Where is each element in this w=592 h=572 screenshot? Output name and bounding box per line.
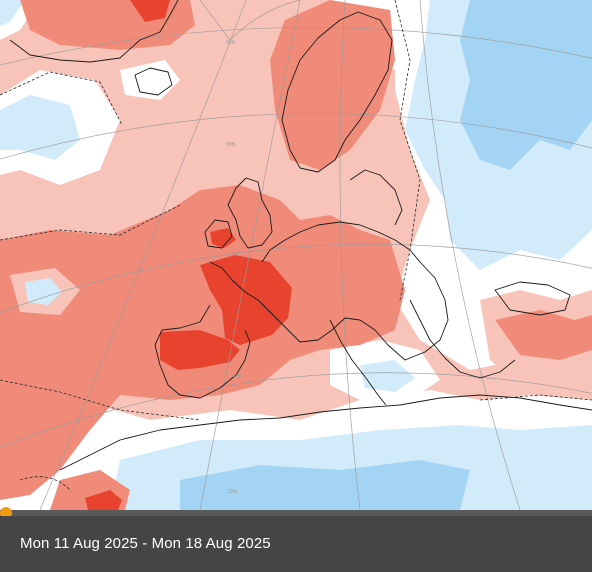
- temperature-anomaly-map: 60N 50N 40N 30N 20N: [0, 0, 592, 510]
- svg-text:30N: 30N: [232, 373, 242, 379]
- anomaly-contours: [0, 0, 592, 491]
- coastline-continent: [209, 221, 449, 361]
- anomaly-france-much-warmer: [200, 255, 292, 345]
- anomaly-greenland-coast-slightly-cooler: [0, 0, 25, 26]
- anomaly-east-cooler: [460, 0, 592, 170]
- date-range-bar: Mon 11 Aug 2025 - Mon 18 Aug 2025: [0, 516, 592, 572]
- map-graticule: [0, 0, 592, 510]
- coastline-baltic: [349, 169, 403, 226]
- coastline-ireland: [204, 219, 233, 249]
- anomaly-scandinavia-warmer: [270, 0, 395, 170]
- svg-text:60N: 60N: [226, 40, 236, 46]
- date-range-label: Mon 11 Aug 2025 - Mon 18 Aug 2025: [20, 535, 271, 552]
- coastline-greenland: [9, 0, 179, 63]
- svg-text:50N: 50N: [226, 142, 236, 148]
- svg-text:20N: 20N: [228, 489, 238, 495]
- anomaly-iberia-much-warmer: [160, 330, 240, 370]
- coastline-iceland: [134, 67, 173, 96]
- anomaly-ireland-much-warmer: [210, 228, 236, 248]
- anomaly-greenland-much-warmer: [130, 0, 170, 22]
- anomaly-eastern-med-warmer: [495, 310, 592, 360]
- coastline-balkans: [409, 299, 516, 379]
- graticule-labels: 60N 50N 40N 30N 20N: [226, 40, 242, 495]
- svg-text:40N: 40N: [230, 251, 240, 257]
- anomaly-mediterranean-slightly-cooler: [360, 360, 415, 392]
- anomaly-atlantic-slightly-cooler-pocket: [25, 278, 62, 305]
- coastline-iberia: [154, 304, 251, 399]
- anomaly-south-cooler: [180, 460, 470, 510]
- map-coastlines: [9, 0, 592, 471]
- coastline-italy: [329, 319, 387, 406]
- coastline-scandinavia: [281, 11, 393, 173]
- coastline-north-africa: [59, 394, 592, 471]
- coastline-britain: [227, 177, 273, 249]
- coastline-black-sea: [494, 281, 571, 316]
- anomaly-morocco-much-warmer: [85, 490, 122, 510]
